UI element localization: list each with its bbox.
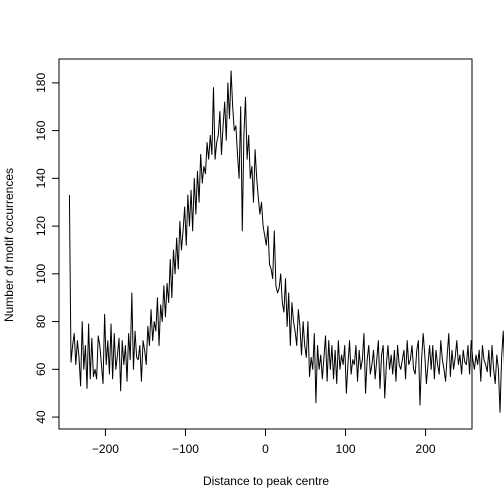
y-tick-label: 40	[34, 410, 48, 424]
series-layer	[68, 70, 504, 413]
x-tick-label: −200	[92, 442, 119, 456]
y-axis-title: Number of motif occurrences	[2, 168, 16, 322]
y-tick-label: 80	[34, 315, 48, 329]
y-tick-label: 100	[34, 264, 48, 284]
x-axis: −200 −100 0 100 200	[92, 429, 436, 456]
x-axis-title: Distance to peak centre	[203, 474, 329, 488]
x-tick-label: 200	[416, 442, 436, 456]
x-tick-label: −100	[172, 442, 199, 456]
y-tick-label: 160	[34, 120, 48, 140]
x-tick-label: 0	[262, 442, 269, 456]
y-tick-label: 180	[34, 73, 48, 93]
y-axis: 40 60 80 100 120 140 160 180	[34, 73, 59, 424]
y-tick-label: 120	[34, 216, 48, 236]
x-tick-label: 100	[336, 442, 356, 456]
series-line	[68, 70, 504, 413]
y-tick-label: 140	[34, 168, 48, 188]
y-tick-label: 60	[34, 362, 48, 376]
